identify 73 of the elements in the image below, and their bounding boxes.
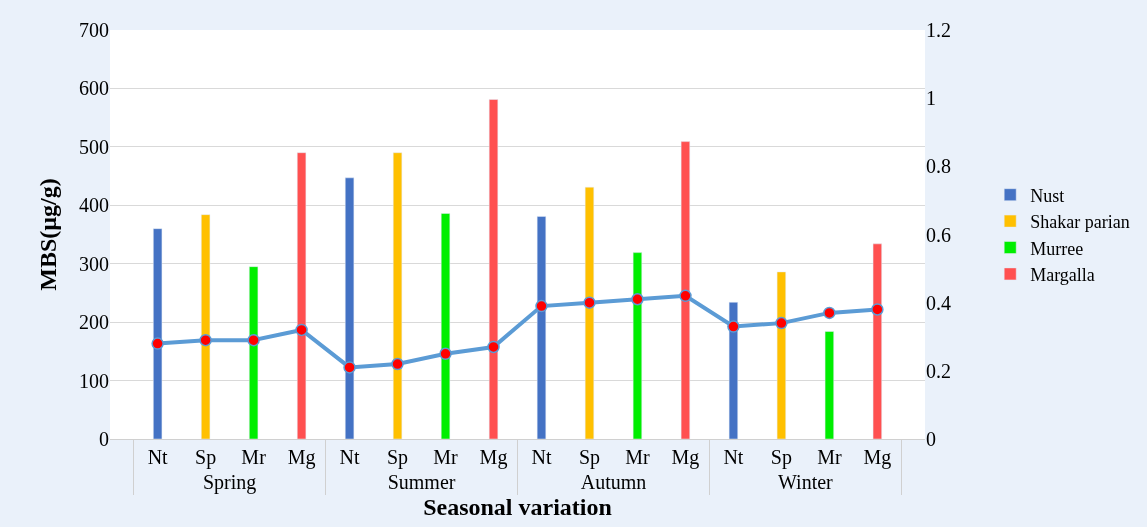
text: Autumn bbox=[580, 471, 647, 493]
point bbox=[439, 347, 452, 361]
bar bbox=[344, 177, 355, 439]
y-tick-label: 400 bbox=[79, 194, 109, 217]
x-tick-label: Mr bbox=[241, 446, 267, 468]
x-tick-label: Mg bbox=[287, 446, 316, 469]
text: Spring bbox=[202, 471, 257, 494]
x-tick-label: Sp bbox=[386, 446, 409, 469]
legend-label: Murree bbox=[1030, 238, 1084, 259]
y-tick-label: 100 bbox=[79, 369, 109, 392]
bar bbox=[872, 243, 882, 439]
y2-tick-label: 1 bbox=[926, 87, 936, 110]
x-tick-label: Sp bbox=[770, 446, 792, 469]
legend-label: Shakar parian bbox=[1030, 212, 1130, 233]
y-tick-label: 0 bbox=[99, 428, 109, 450]
bar bbox=[632, 252, 643, 439]
y2-tick-label: 0 bbox=[926, 428, 936, 450]
point bbox=[535, 299, 548, 313]
y2-tick-label: 1.2 bbox=[926, 19, 951, 41]
text: Winter bbox=[778, 471, 834, 493]
y2-tick-label: 0.8 bbox=[926, 155, 951, 178]
point bbox=[199, 333, 212, 347]
bar bbox=[297, 152, 307, 439]
point bbox=[295, 323, 308, 337]
x-tick-label: Sp bbox=[578, 446, 601, 469]
x-tick-label: Mg bbox=[671, 446, 700, 469]
y2-tick-label: 0.2 bbox=[926, 359, 951, 382]
x-axis-title: Seasonal variation bbox=[423, 494, 612, 521]
bar bbox=[249, 266, 259, 439]
point bbox=[583, 296, 596, 309]
bar bbox=[440, 213, 451, 439]
y2-tick-label: 0.6 bbox=[926, 223, 951, 246]
x-tick-label: Mr bbox=[625, 446, 651, 468]
x-tick-label: Nt bbox=[147, 446, 169, 468]
bar bbox=[824, 331, 834, 439]
point bbox=[727, 320, 740, 333]
x-tick-label: Nt bbox=[723, 446, 744, 468]
y2-tick-label: 0.4 bbox=[926, 291, 951, 314]
point bbox=[631, 293, 644, 306]
bar bbox=[488, 99, 499, 439]
y-tick-label: 700 bbox=[79, 19, 109, 41]
y-axis-title: MBS(µg/g) bbox=[35, 178, 62, 291]
point bbox=[343, 361, 356, 374]
x-tick-label: Mg bbox=[863, 446, 892, 469]
bar bbox=[776, 271, 786, 439]
x-tick-label: Mr bbox=[817, 446, 842, 468]
x-tick-label: Mg bbox=[479, 446, 508, 469]
point bbox=[775, 316, 788, 330]
x-tick-label: Nt bbox=[531, 446, 552, 468]
bar bbox=[680, 141, 691, 439]
point bbox=[679, 289, 692, 303]
point bbox=[487, 340, 500, 354]
y-tick-label: 600 bbox=[79, 77, 109, 100]
x-tick-label: Sp bbox=[195, 446, 217, 469]
point bbox=[391, 357, 404, 371]
x-tick-label: Nt bbox=[339, 446, 360, 468]
bar bbox=[201, 214, 211, 439]
y-tick-label: 500 bbox=[79, 135, 109, 158]
bar bbox=[728, 302, 738, 439]
y-tick-label: 300 bbox=[79, 252, 109, 275]
point bbox=[823, 306, 836, 320]
point bbox=[871, 303, 884, 316]
bar bbox=[392, 152, 403, 439]
legend-label: Margalla bbox=[1030, 264, 1095, 285]
legend-label: Nust bbox=[1030, 185, 1065, 206]
x-tick-label: Mr bbox=[433, 446, 459, 468]
point bbox=[247, 333, 260, 347]
bar bbox=[536, 216, 547, 439]
text: Summer bbox=[387, 471, 456, 493]
point bbox=[151, 337, 164, 350]
bar bbox=[584, 186, 595, 439]
y-tick-label: 200 bbox=[79, 311, 109, 334]
bar bbox=[153, 228, 163, 439]
